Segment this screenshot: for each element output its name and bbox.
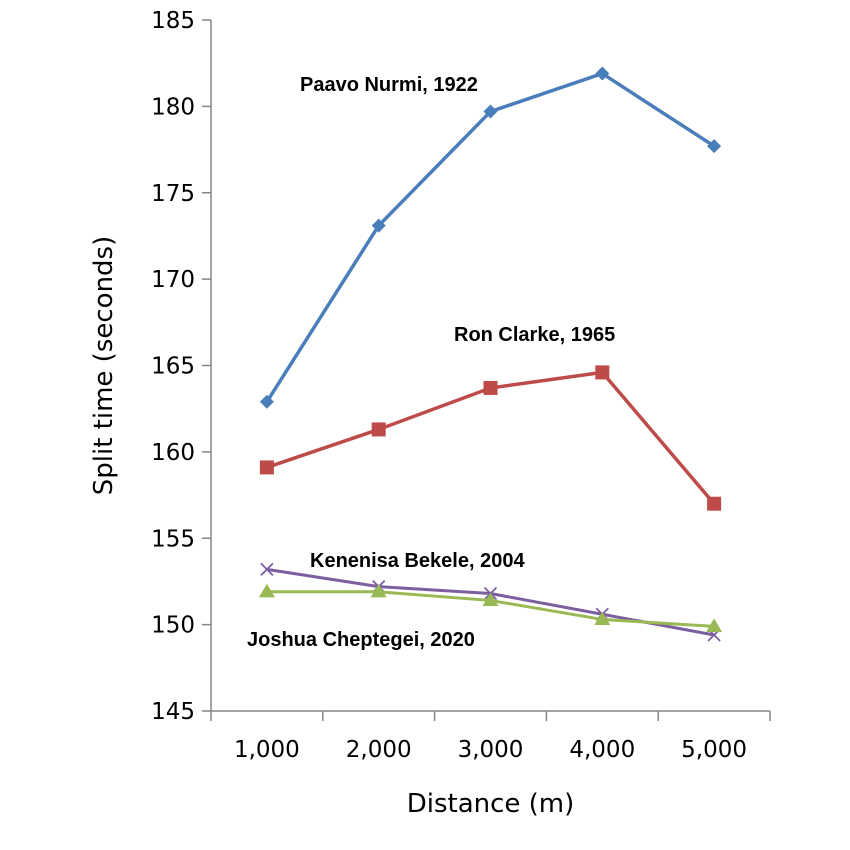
- y-tick-label: 165: [151, 354, 195, 380]
- series-group: [259, 66, 722, 409]
- y-tick-label: 155: [151, 526, 195, 552]
- y-tick-label: 180: [151, 94, 195, 120]
- y-tick-label: 185: [151, 8, 195, 34]
- x-tick-label: 1,000: [234, 737, 300, 763]
- y-tick-label: 170: [151, 267, 195, 293]
- x-axis-title: Distance (m): [407, 789, 575, 819]
- data-point-marker: [595, 365, 610, 380]
- y-tick-label: 150: [151, 613, 195, 639]
- series-label: Kenenisa Bekele, 2004: [310, 550, 525, 572]
- x-tick-label: 4,000: [569, 737, 635, 763]
- series-label: Joshua Cheptegei, 2020: [247, 629, 475, 651]
- data-point-marker: [371, 422, 386, 437]
- series-layer: [258, 66, 723, 642]
- data-point-marker: [258, 583, 275, 598]
- series-label: Paavo Nurmi, 1922: [300, 74, 478, 96]
- data-point-marker: [260, 562, 274, 576]
- data-point-marker: [371, 218, 386, 233]
- data-point-marker: [483, 380, 498, 395]
- data-point-marker: [259, 460, 274, 475]
- series-line: [265, 71, 716, 403]
- data-point-marker: [482, 592, 499, 607]
- data-point-marker: [595, 66, 610, 81]
- x-tick-label: 3,000: [458, 737, 524, 763]
- series-labels: Paavo Nurmi, 1922 Ron Clarke, 1965 Kenenis…: [247, 74, 615, 651]
- series-label: Ron Clarke, 1965: [454, 324, 615, 346]
- y-tick-label: 160: [151, 440, 195, 466]
- series-group: [258, 583, 723, 632]
- y-tick-label: 175: [151, 181, 195, 207]
- data-point-marker: [707, 496, 722, 511]
- series-group: [259, 365, 722, 511]
- x-tick-label: 5,000: [681, 737, 747, 763]
- data-point-marker: [707, 139, 722, 154]
- data-point-marker: [370, 583, 387, 598]
- data-point-marker: [594, 611, 611, 626]
- y-axis-title: Split time (seconds): [89, 236, 119, 495]
- x-tick-label: 2,000: [346, 737, 412, 763]
- axes: 145 150 155 160 165 170 175 180 185 1,000 2,000 3,0…: [151, 8, 771, 763]
- y-tick-label: 145: [151, 699, 195, 725]
- data-point-marker: [706, 618, 723, 632]
- data-point-marker: [259, 394, 274, 409]
- data-point-marker: [483, 104, 498, 119]
